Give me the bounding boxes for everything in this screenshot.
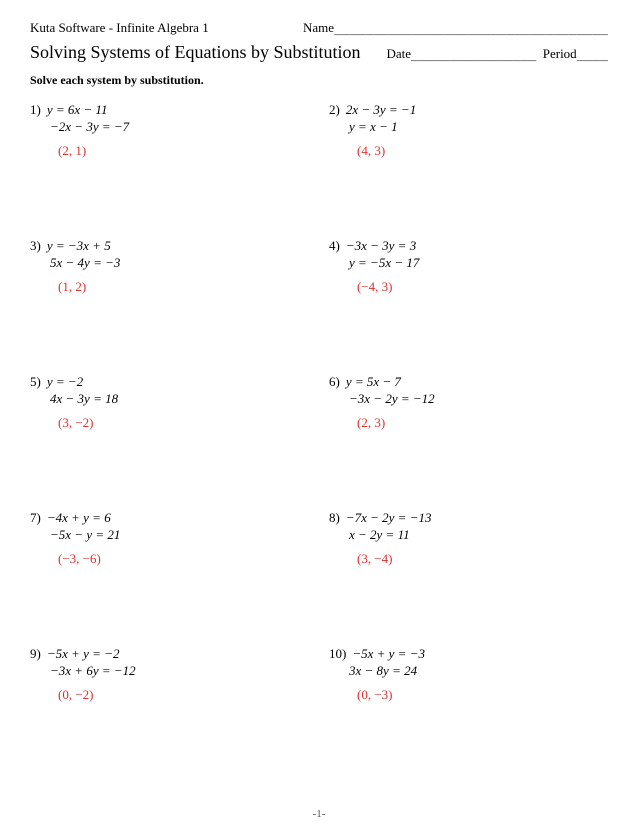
period-blank: ____ xyxy=(577,47,608,62)
equation-2: y = x − 1 xyxy=(329,119,608,135)
problem: 9) −5x + y = −2 −3x + 6y = −12 (0, −2) xyxy=(30,642,309,778)
problem: 6) y = 5x − 7 −3x − 2y = −12 (2, 3) xyxy=(329,370,608,506)
answer: (−3, −6) xyxy=(30,551,309,567)
name-field: Name___________________________________ xyxy=(303,20,608,36)
answer: (0, −2) xyxy=(30,687,309,703)
problem-number: 3) xyxy=(30,238,41,254)
equation-1: 2x − 3y = −1 xyxy=(346,102,416,118)
page-number: -1- xyxy=(0,808,638,820)
equation-1: −4x + y = 6 xyxy=(47,510,111,526)
equation-2: −5x − y = 21 xyxy=(30,527,309,543)
title-line: Solving Systems of Equations by Substitu… xyxy=(30,42,608,63)
equation-2: 3x − 8y = 24 xyxy=(329,663,608,679)
software-name: Kuta Software - Infinite Algebra 1 xyxy=(30,20,209,36)
equation-1: y = 5x − 7 xyxy=(346,374,401,390)
problem: 5) y = −2 4x − 3y = 18 (3, −2) xyxy=(30,370,309,506)
problem-number: 5) xyxy=(30,374,41,390)
equation-1: y = 6x − 11 xyxy=(47,102,108,118)
answer: (3, −4) xyxy=(329,551,608,567)
equation-2: x − 2y = 11 xyxy=(329,527,608,543)
problem-number: 2) xyxy=(329,102,340,118)
answer: (0, −3) xyxy=(329,687,608,703)
answer: (2, 3) xyxy=(329,415,608,431)
problem-number: 4) xyxy=(329,238,340,254)
name-blank: ___________________________________ xyxy=(334,21,608,36)
equation-2: y = −5x − 17 xyxy=(329,255,608,271)
equation-1: −5x + y = −3 xyxy=(352,646,425,662)
answer: (−4, 3) xyxy=(329,279,608,295)
date-label: Date xyxy=(386,46,411,61)
problem: 7) −4x + y = 6 −5x − y = 21 (−3, −6) xyxy=(30,506,309,642)
answer: (4, 3) xyxy=(329,143,608,159)
problem-number: 9) xyxy=(30,646,41,662)
problem-number: 7) xyxy=(30,510,41,526)
date-period: Date________________ Period____ xyxy=(386,46,608,62)
period-label: Period xyxy=(543,46,577,61)
problem: 4) −3x − 3y = 3 y = −5x − 17 (−4, 3) xyxy=(329,234,608,370)
answer: (3, −2) xyxy=(30,415,309,431)
problem: 10) −5x + y = −3 3x − 8y = 24 (0, −3) xyxy=(329,642,608,778)
header-line: Kuta Software - Infinite Algebra 1 Name_… xyxy=(30,20,608,36)
equation-1: y = −3x + 5 xyxy=(47,238,111,254)
date-blank: ________________ xyxy=(411,47,536,62)
equation-2: −3x − 2y = −12 xyxy=(329,391,608,407)
problems-grid: 1) y = 6x − 11 −2x − 3y = −7 (2, 1) 2) 2x … xyxy=(30,98,608,778)
worksheet-title: Solving Systems of Equations by Substitu… xyxy=(30,42,361,63)
equation-1: −7x − 2y = −13 xyxy=(346,510,432,526)
problem: 1) y = 6x − 11 −2x − 3y = −7 (2, 1) xyxy=(30,98,309,234)
problem-number: 8) xyxy=(329,510,340,526)
equation-2: 5x − 4y = −3 xyxy=(30,255,309,271)
equation-1: −5x + y = −2 xyxy=(47,646,120,662)
equation-1: y = −2 xyxy=(47,374,83,390)
equation-2: −3x + 6y = −12 xyxy=(30,663,309,679)
equation-2: 4x − 3y = 18 xyxy=(30,391,309,407)
problem-number: 10) xyxy=(329,646,346,662)
instruction: Solve each system by substitution. xyxy=(30,73,608,88)
equation-1: −3x − 3y = 3 xyxy=(346,238,416,254)
answer: (2, 1) xyxy=(30,143,309,159)
problem: 3) y = −3x + 5 5x − 4y = −3 (1, 2) xyxy=(30,234,309,370)
answer: (1, 2) xyxy=(30,279,309,295)
name-label: Name xyxy=(303,20,334,35)
equation-2: −2x − 3y = −7 xyxy=(30,119,309,135)
problem: 2) 2x − 3y = −1 y = x − 1 (4, 3) xyxy=(329,98,608,234)
problem-number: 1) xyxy=(30,102,41,118)
problem-number: 6) xyxy=(329,374,340,390)
problem: 8) −7x − 2y = −13 x − 2y = 11 (3, −4) xyxy=(329,506,608,642)
